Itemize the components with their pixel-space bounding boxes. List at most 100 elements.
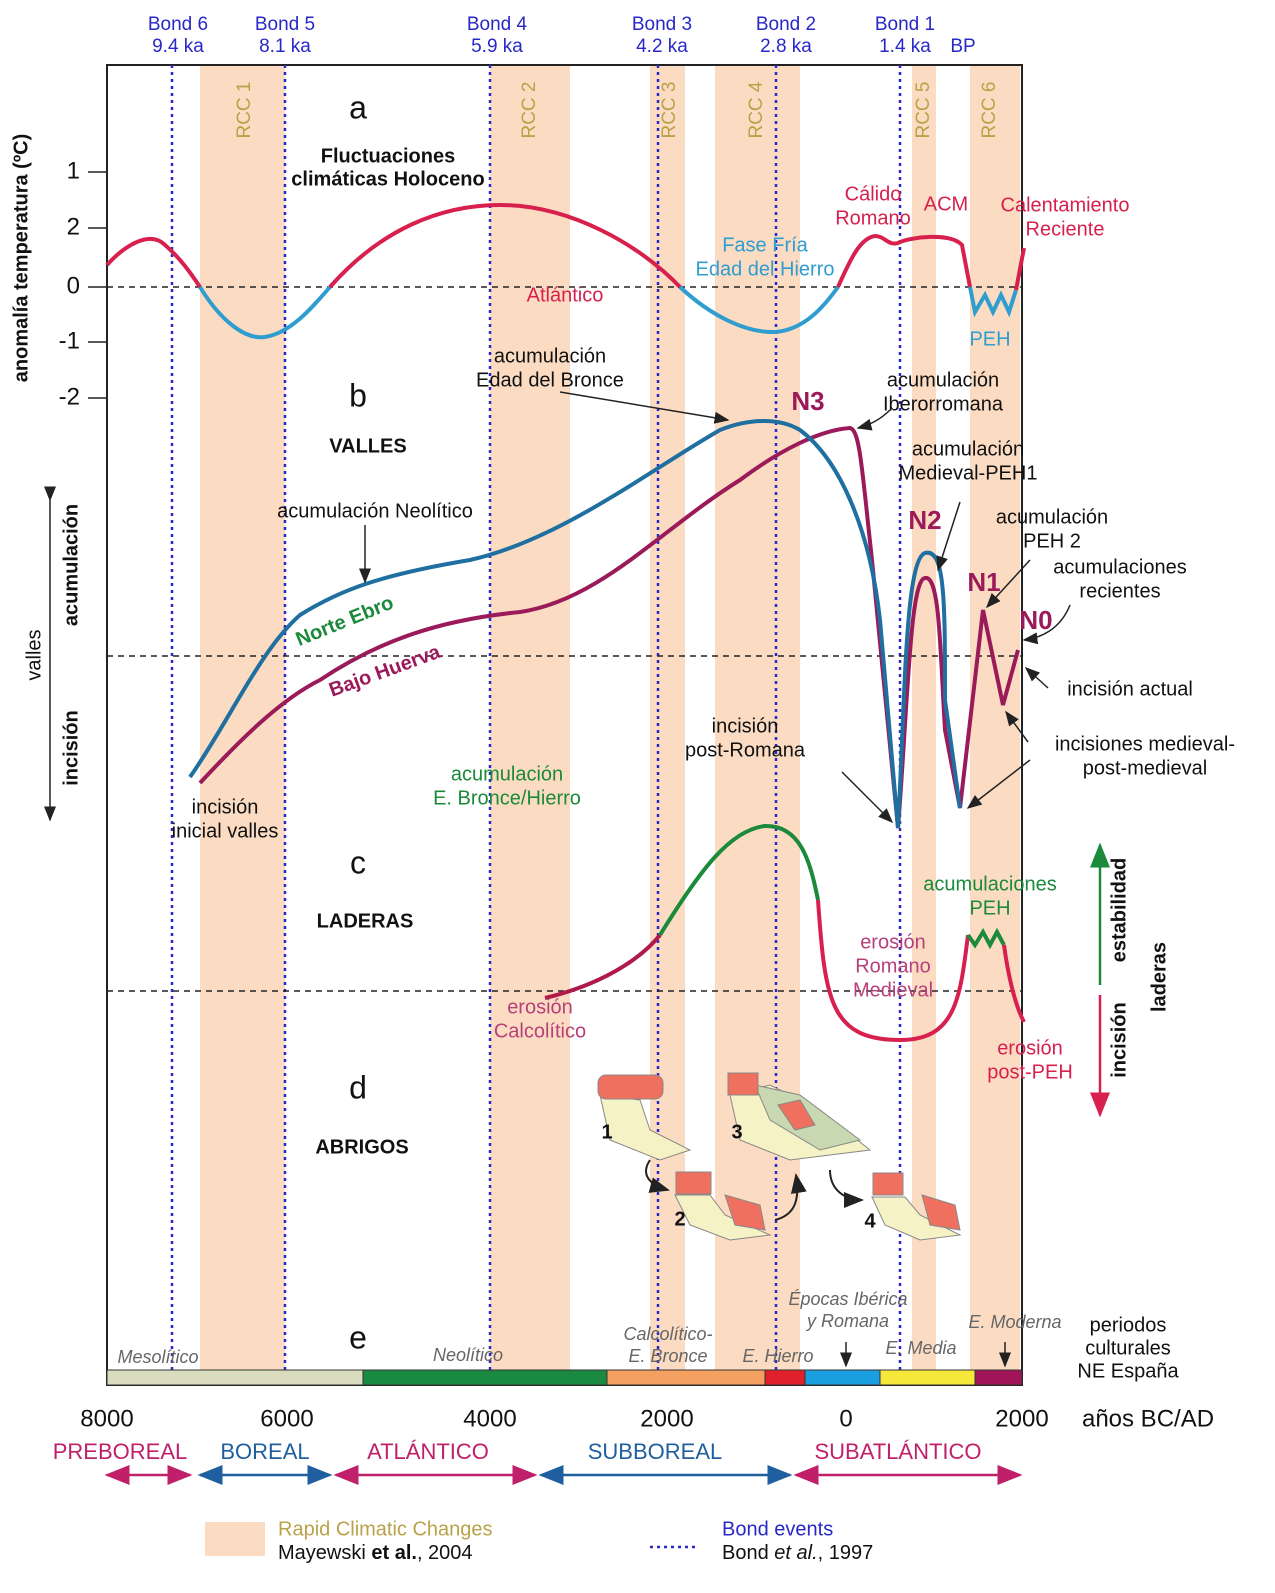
tick-label: 8000 — [80, 1405, 133, 1432]
tick-label: 2000 — [995, 1405, 1048, 1432]
bond-name: Bond 2 — [756, 14, 816, 35]
axis-title: valles — [23, 629, 45, 680]
label: NE España — [1077, 1360, 1179, 1382]
panel-letter: d — [349, 1069, 367, 1105]
tick-label: -2 — [59, 383, 80, 410]
legend-source-part: , 2004 — [417, 1542, 473, 1564]
step-number: 2 — [674, 1208, 685, 1230]
panel-title: Fluctuaciones — [321, 145, 455, 167]
label: Edad del Bronce — [476, 369, 624, 391]
bond-name: Bond 1 — [875, 14, 935, 35]
label: Reciente — [1026, 218, 1105, 240]
bond-name: Bond 6 — [148, 14, 208, 35]
legend-label: Rapid Climatic Changes — [278, 1518, 493, 1540]
axis-label: incisión — [60, 710, 82, 786]
label: post-medieval — [1083, 757, 1208, 779]
label: erosión — [997, 1037, 1063, 1059]
label: Calcolítico- — [623, 1324, 712, 1344]
label: N1 — [967, 567, 1000, 597]
label: E. Bronce/Hierro — [433, 787, 581, 809]
legend-source: Bond et al., 1997 — [722, 1542, 873, 1564]
label: incisión actual — [1067, 678, 1193, 700]
label: acumulación — [451, 763, 563, 785]
axis-title: años BC/AD — [1082, 1405, 1214, 1432]
legend-source: Mayewski et al., 2004 — [278, 1542, 473, 1564]
valley-curves — [188, 419, 1020, 829]
legend-source-part: Bond — [722, 1542, 774, 1564]
label: acumulación — [996, 506, 1108, 528]
tick-label: -1 — [59, 327, 80, 354]
label: Épocas Ibérica — [788, 1289, 907, 1309]
axis-title: anomalía temperatura (ºC) — [10, 134, 32, 382]
label: N2 — [908, 505, 941, 535]
axis-label: incisión — [1108, 1002, 1130, 1078]
label: acumulación — [912, 438, 1024, 460]
rcc-label: RCC 2 — [519, 81, 540, 138]
panel-letter: a — [349, 89, 367, 125]
panel-title: LADERAS — [317, 910, 414, 932]
axis-title: laderas — [1148, 942, 1170, 1012]
legend-source-part: et al. — [774, 1542, 817, 1564]
label: Cálido — [845, 183, 902, 205]
label: erosión — [860, 931, 926, 953]
label: incisión — [712, 715, 779, 737]
label: acumulación Neolítico — [277, 500, 473, 522]
label: Norte Ebro — [293, 592, 397, 651]
label: Mesolítico — [117, 1347, 198, 1367]
bond-name: Bond 3 — [632, 14, 692, 35]
panel-letter: e — [349, 1319, 367, 1355]
legend-label: Bond events — [722, 1518, 833, 1540]
label: acumulaciones — [1053, 556, 1186, 578]
step-number: 4 — [864, 1210, 876, 1232]
tick-label: 0 — [67, 272, 80, 299]
label: post-PEH — [987, 1061, 1073, 1083]
label: Fase Fría — [722, 234, 808, 256]
label: post-Romana — [685, 739, 806, 761]
tick-label: 6000 — [260, 1405, 313, 1432]
rcc-label: RCC 1 — [234, 81, 255, 138]
label: E. Bronce — [628, 1346, 707, 1366]
bond-age: 1.4 ka — [879, 36, 931, 57]
panel-title: climáticas Holoceno — [291, 168, 484, 190]
chronozone: PREBOREAL — [53, 1439, 188, 1464]
label: Edad del Hierro — [696, 258, 835, 280]
label: E. Hierro — [742, 1346, 813, 1366]
label: N0 — [1019, 605, 1052, 635]
step-number: 3 — [731, 1121, 742, 1143]
bond-age: 8.1 ka — [259, 36, 311, 57]
annotation-arrows — [359, 391, 1071, 1368]
label: Calentamiento — [1001, 194, 1130, 216]
panel-title: VALLES — [329, 435, 406, 457]
label: Romano — [855, 955, 931, 977]
temperature-curve — [105, 202, 1026, 340]
label: y Romana — [805, 1311, 889, 1331]
label: PEH 2 — [1023, 530, 1081, 552]
label: Neolítico — [433, 1345, 503, 1365]
label: Medieval-PEH1 — [899, 462, 1038, 484]
bond-age: 9.4 ka — [152, 36, 204, 57]
label: E. Moderna — [968, 1312, 1061, 1332]
bond-unit: BP — [950, 36, 975, 57]
chronozone: SUBBOREAL — [588, 1439, 723, 1464]
rcc-label: RCC 4 — [746, 81, 767, 138]
tick-label: 4000 — [463, 1405, 516, 1432]
label: Medieval — [853, 979, 933, 1001]
legend-source-part: Mayewski — [278, 1542, 371, 1564]
label: N3 — [791, 386, 824, 416]
label: periodos — [1090, 1314, 1167, 1336]
rcc-label: RCC 5 — [913, 81, 934, 138]
label: Iberorromana — [883, 393, 1004, 415]
step-number: 1 — [601, 1121, 612, 1143]
label: inicial valles — [172, 820, 279, 842]
bond-age: 2.8 ka — [760, 36, 812, 57]
label: incisión — [192, 796, 259, 818]
label: Calcolítico — [494, 1020, 586, 1042]
label: ACM — [924, 193, 968, 215]
panel-letter: b — [349, 377, 367, 413]
bond-name: Bond 4 — [467, 14, 528, 35]
rcc-label: RCC 6 — [979, 81, 1000, 138]
slope-curve — [544, 823, 1026, 1043]
